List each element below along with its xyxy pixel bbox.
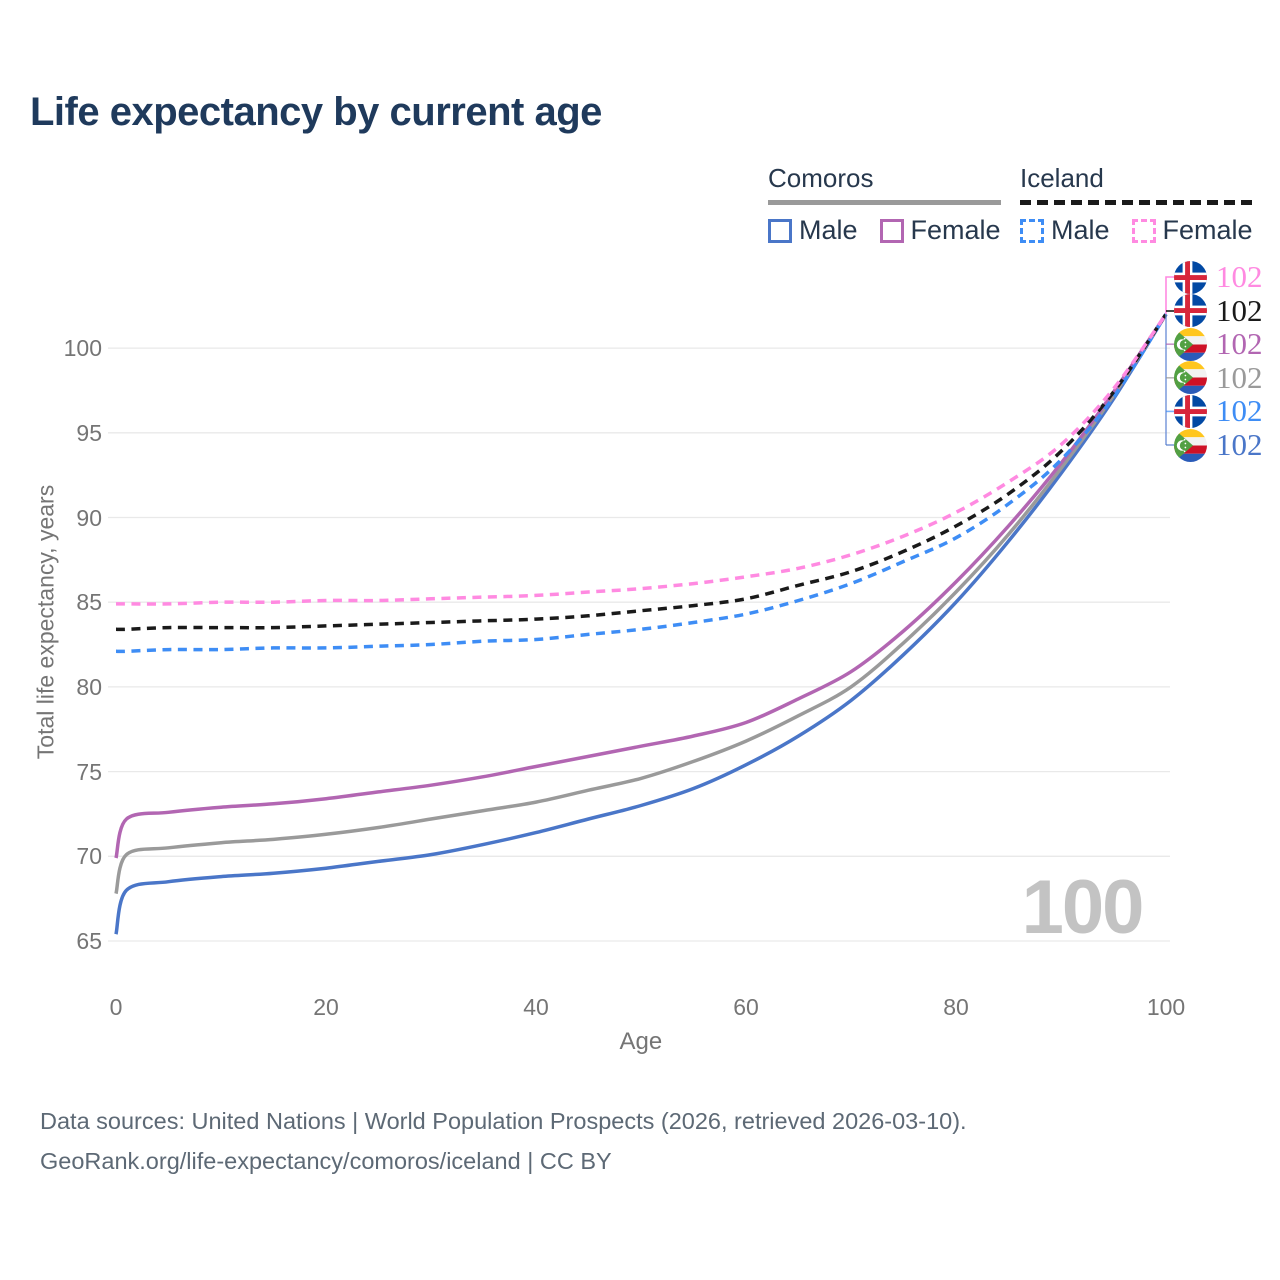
end-value-label: 102	[1216, 292, 1263, 328]
legend-item-label: Male	[799, 215, 858, 245]
end-value-row-comoros-female: 102	[1174, 327, 1263, 361]
x-tick-label: 0	[109, 994, 123, 1020]
series-line-comoros-male	[114, 313, 1168, 935]
legend-item-label: Male	[1051, 215, 1110, 245]
y-tick-label: 100	[63, 335, 102, 362]
y-tick-label: 70	[76, 843, 102, 870]
y-axis-title: Total life expectancy, years	[32, 484, 59, 760]
end-value-row-iceland-both-sexes: 102	[1174, 292, 1263, 328]
legend-swatch-comoros-female	[879, 218, 904, 243]
comoros-flag-icon	[1174, 361, 1207, 395]
series-line-comoros-both-sexes	[114, 313, 1168, 895]
legend-item-iceland-male[interactable]: Male	[1020, 215, 1110, 246]
end-value-row-comoros-male: 102	[1174, 428, 1263, 462]
legend-swatch-comoros-male	[768, 218, 792, 243]
legend-swatch-iceland-male	[1020, 218, 1044, 243]
legend-group-title: Comoros	[768, 163, 874, 193]
legend-items: Male Female	[1020, 215, 1253, 246]
legend-items: Male Female	[768, 215, 1001, 246]
page-title: Life expectancy by current age	[30, 90, 602, 134]
legend-group-comoros: Comoros Male Female	[768, 163, 1001, 246]
end-value-row-iceland-female: 102	[1174, 260, 1263, 294]
footer-attribution: GeoRank.org/life-expectancy/comoros/icel…	[40, 1148, 612, 1174]
y-tick-label: 75	[76, 758, 102, 785]
legend-item-comoros-male[interactable]: Male	[768, 215, 858, 246]
legend-item-comoros-female[interactable]: Female	[879, 215, 1001, 246]
legend-item-iceland-female[interactable]: Female	[1131, 215, 1253, 246]
comoros-flag-icon	[1174, 327, 1207, 361]
series-line-iceland-female	[115, 313, 1168, 606]
iceland-flag-icon	[1174, 394, 1207, 428]
x-tick-label: 100	[1146, 994, 1186, 1020]
iceland-flag-icon	[1174, 294, 1207, 328]
legend-swatch-iceland-female	[1131, 218, 1156, 243]
end-value-row-iceland-male: 102	[1174, 394, 1263, 428]
iceland-flag-icon	[1174, 260, 1207, 294]
end-value-label: 102	[1216, 393, 1263, 429]
legend-dashed-line-sample	[1020, 200, 1253, 205]
y-tick-label: 90	[76, 504, 102, 531]
end-value-label: 102	[1216, 259, 1263, 294]
x-tick-label: 20	[313, 994, 339, 1020]
x-tick-label: 60	[733, 994, 759, 1020]
end-value-row-comoros-both-sexes: 102	[1174, 359, 1263, 395]
end-value-label: 102	[1216, 326, 1263, 362]
series-line-comoros-female	[114, 313, 1168, 859]
end-value-label: 102	[1216, 427, 1263, 462]
series-line-iceland-male	[115, 313, 1168, 654]
x-tick-label: 80	[943, 994, 969, 1020]
legend-solid-line-sample	[768, 200, 1001, 205]
x-axis-title: Age	[619, 1028, 663, 1055]
series-line-iceland-both-sexes	[115, 313, 1168, 632]
legend-item-label: Female	[910, 215, 1001, 245]
footer-data-sources: Data sources: United Nations | World Pop…	[40, 1108, 967, 1134]
y-tick-label: 65	[76, 928, 102, 954]
y-tick-label: 95	[76, 419, 102, 446]
x-tick-label: 40	[523, 994, 549, 1020]
legend-group-iceland: Iceland Male Female	[1020, 163, 1253, 246]
comoros-flag-icon	[1174, 428, 1207, 462]
end-value-label: 102	[1216, 359, 1263, 395]
leader-line-iceland-female	[1165, 276, 1174, 314]
y-tick-label: 85	[76, 589, 102, 616]
age-counter-watermark: 100	[1021, 865, 1145, 950]
legend-group-title: Iceland	[1020, 163, 1104, 193]
y-tick-label: 80	[76, 673, 102, 700]
legend-item-label: Female	[1162, 215, 1253, 245]
